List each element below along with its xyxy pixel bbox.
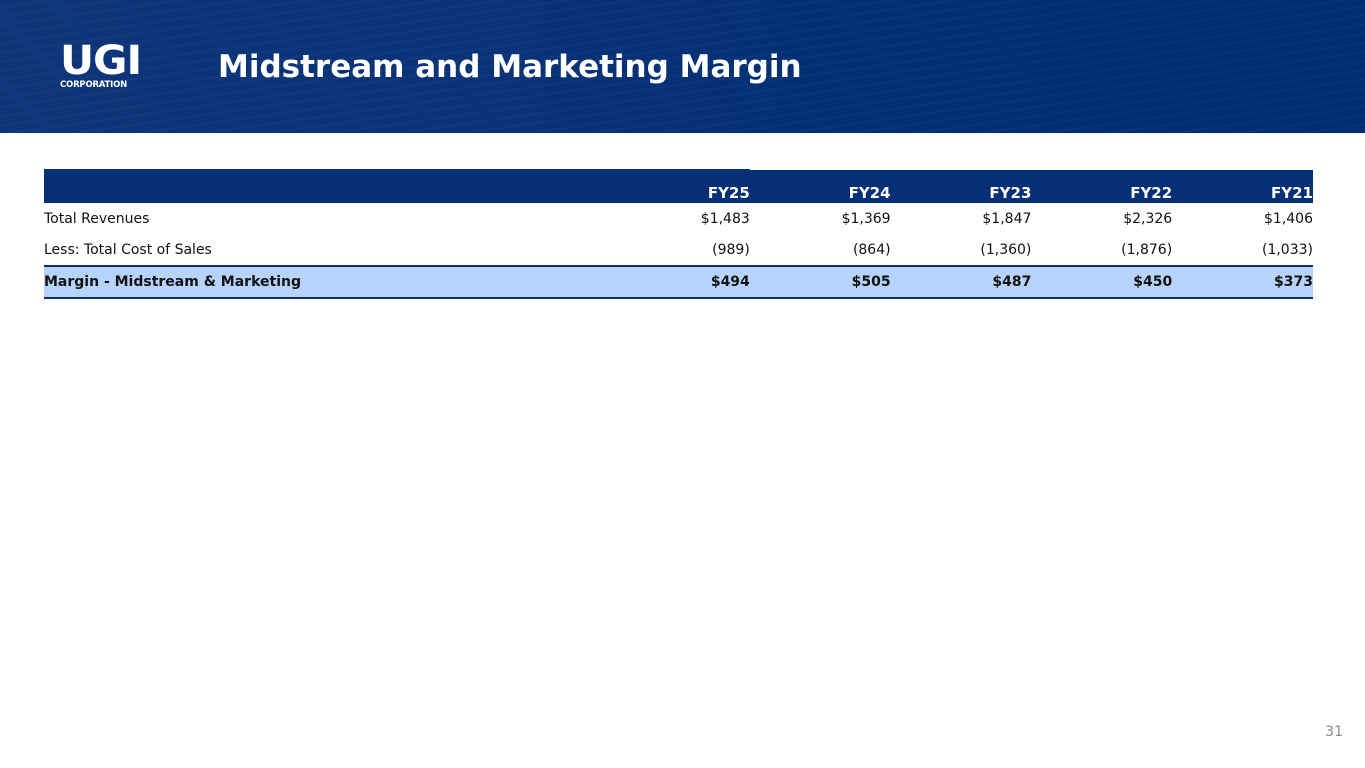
page-number: 31 [1325,724,1343,740]
column-header-fy21: FY21 [1172,169,1313,203]
header-top-notch [750,169,1313,170]
row-label: Margin - Midstream & Marketing [44,266,609,299]
company-logo: UGI CORPORATION [60,41,155,92]
financial-table-container: FY25 FY24 FY23 FY22 FY21 Total Revenues … [44,169,1313,299]
logo-subtext: CORPORATION [60,80,128,90]
header-banner: UGI CORPORATION Midstream and Marketing … [0,0,1365,133]
cell-fy22: $2,326 [1123,210,1173,227]
column-header-fy24: FY24 [749,169,891,203]
cell-fy21: $373 [1172,266,1313,299]
column-header-fy25: FY25 [609,169,750,203]
cell-fy24: $1,369 [841,210,891,227]
cell-fy25: $1,483 [700,210,750,227]
page-title: Midstream and Marketing Margin [218,49,802,85]
column-header-fy23: FY23 [890,169,1032,203]
cell-fy25: (989) [609,234,750,267]
table-header-row: FY25 FY24 FY23 FY22 FY21 [44,169,1313,203]
table-row-total-revenues: Total Revenues $1,483 $1,369 $1,847 $2,3… [44,203,1313,234]
cell-fy22: (1,876) [1031,234,1173,267]
column-header-label [44,169,609,203]
table-row-margin-total: Margin - Midstream & Marketing $494 $505… [44,266,1313,299]
cell-fy23: $487 [890,266,1032,299]
row-label: Less: Total Cost of Sales [44,234,609,267]
cell-fy21: (1,033) [1172,234,1313,267]
cell-fy23: (1,360) [890,234,1032,267]
cell-fy24: $505 [749,266,891,299]
cell-fy23: $1,847 [982,210,1032,227]
cell-fy22: $450 [1031,266,1173,299]
cell-fy21: $1,406 [1264,210,1313,227]
table-row-cost-of-sales: Less: Total Cost of Sales (989) (864) (1… [44,234,1313,267]
cell-fy25: $494 [609,266,750,299]
cell-fy24: (864) [749,234,891,267]
logo-mark: UGI [60,38,142,84]
financial-table: FY25 FY24 FY23 FY22 FY21 Total Revenues … [44,169,1313,299]
column-header-fy22: FY22 [1031,169,1173,203]
row-label: Total Revenues [44,210,150,227]
